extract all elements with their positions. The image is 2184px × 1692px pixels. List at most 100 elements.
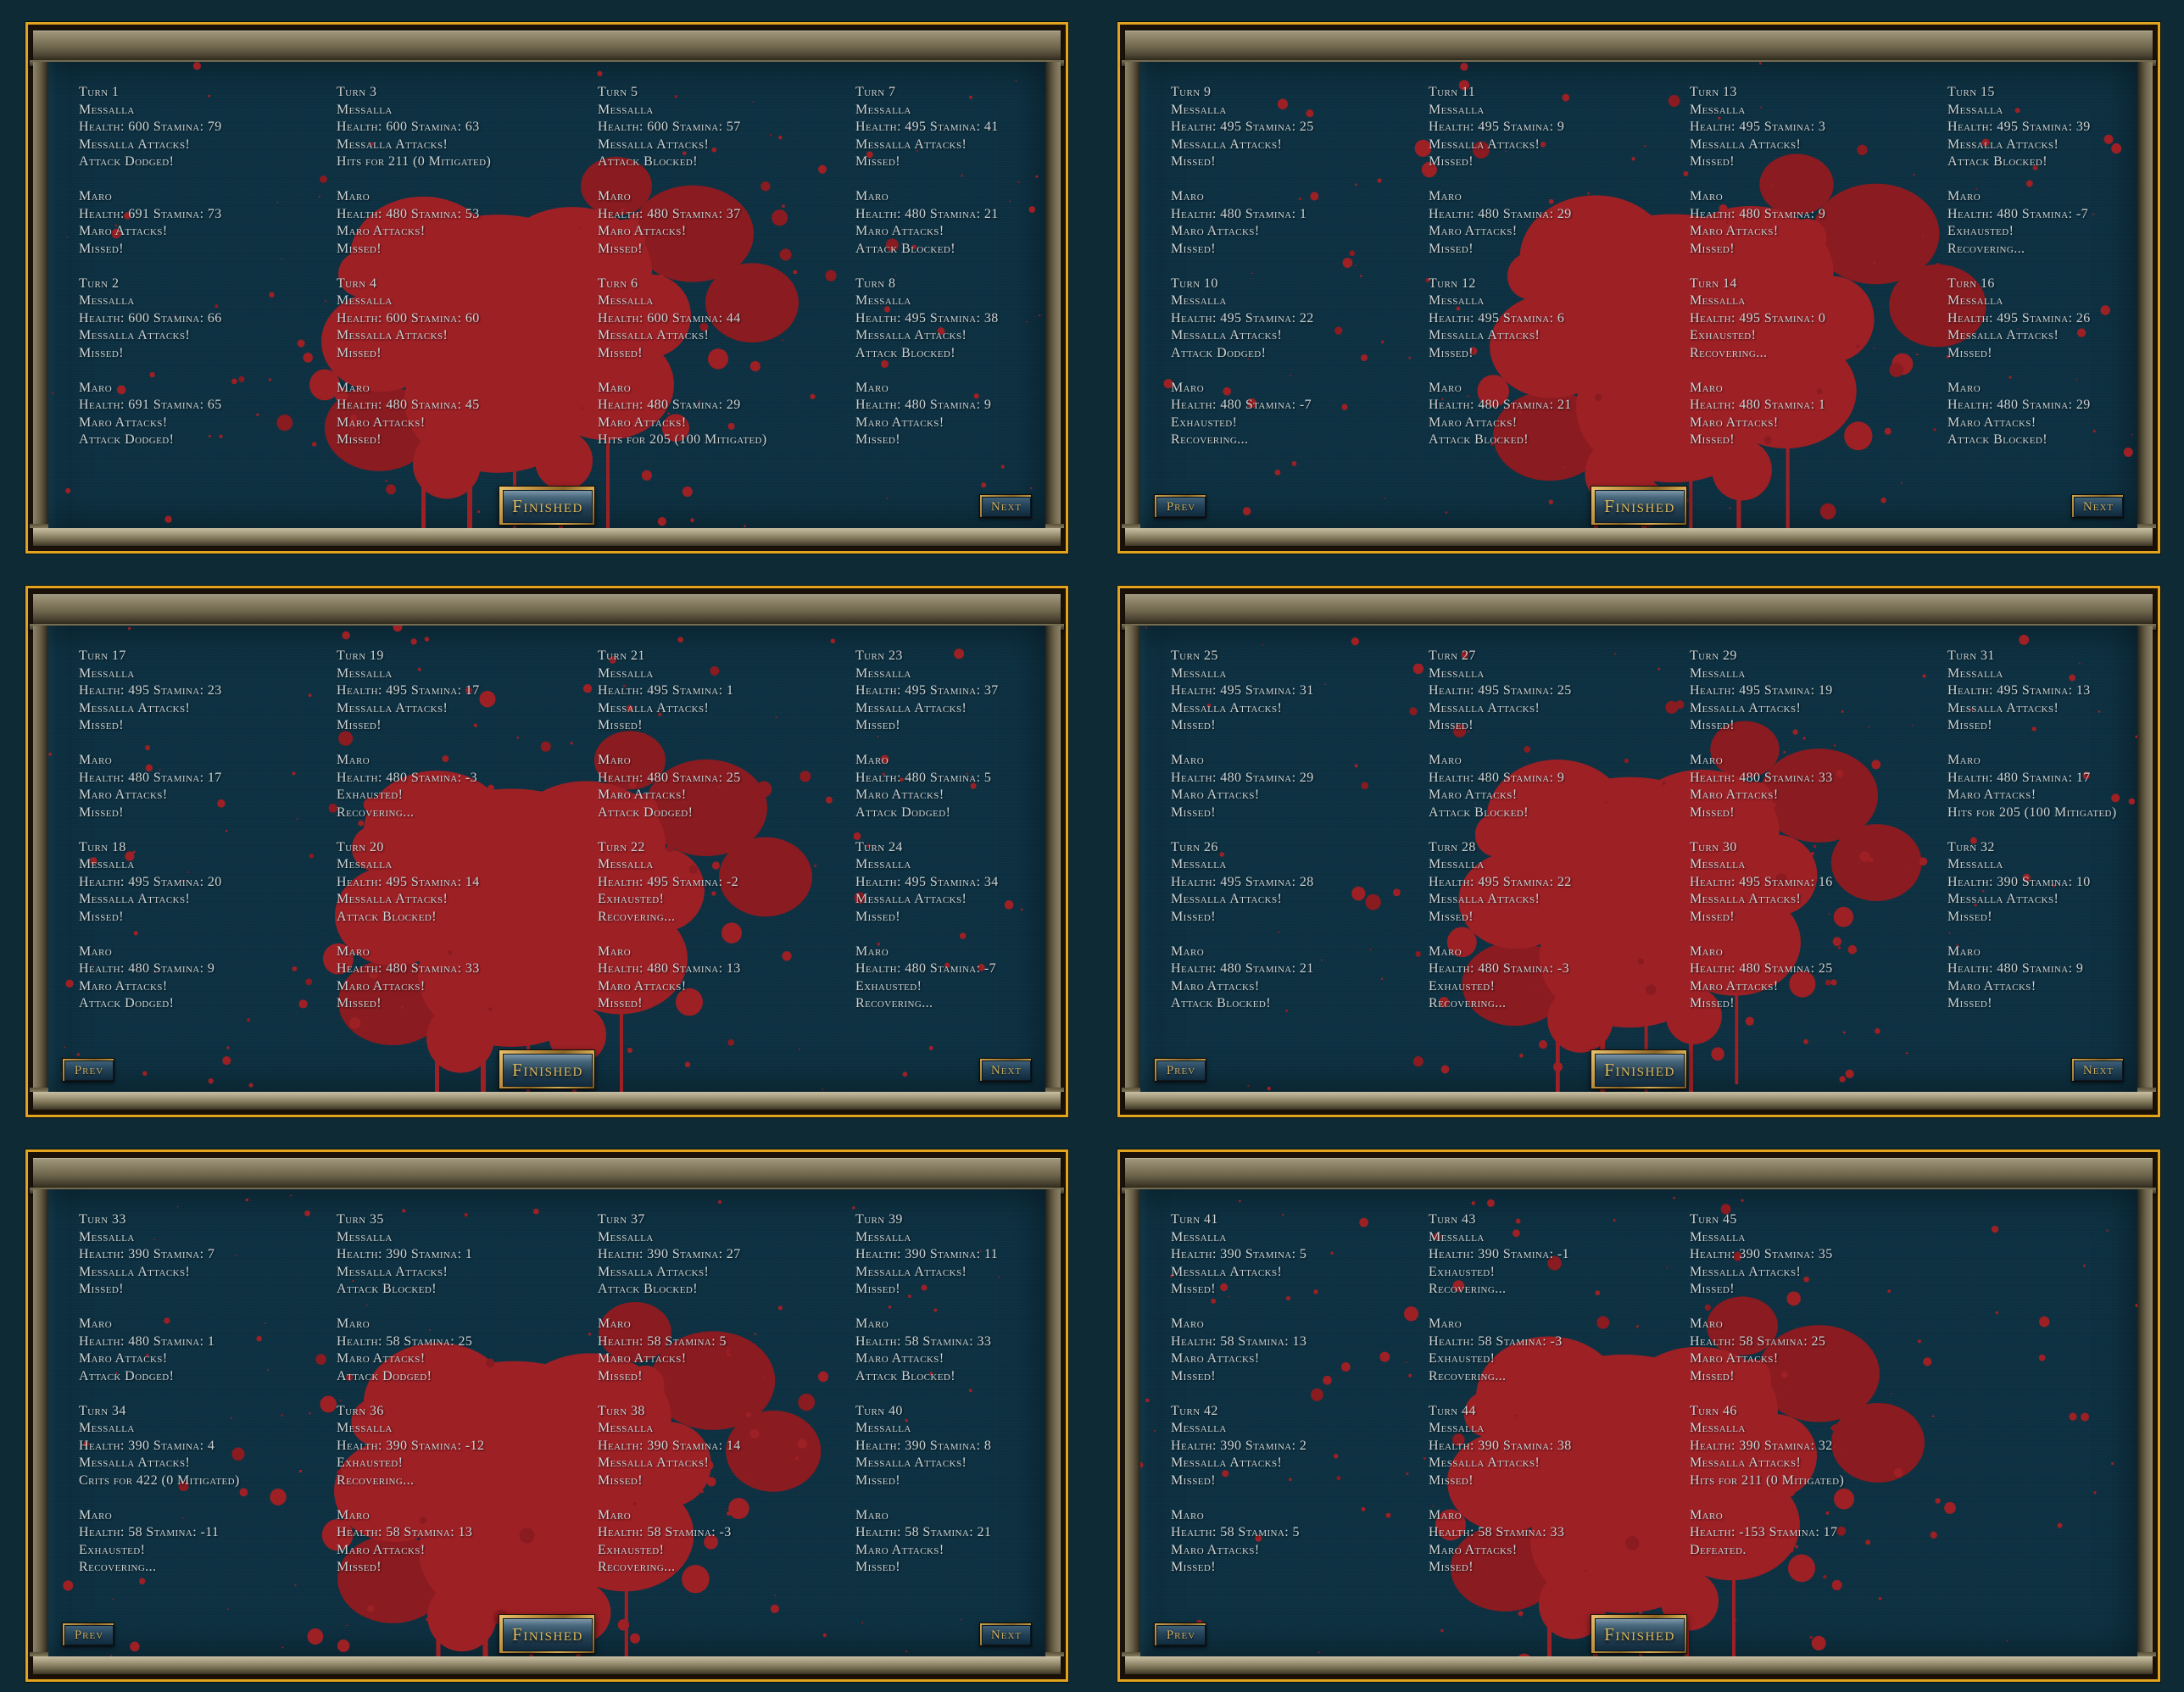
- log-column: Turn 17 Messalla Health: 495 Stamina: 23 Me…: [79, 648, 326, 1030]
- turn-entry: Turn 2 Messalla Health: 600 Stamina: 66 Mes…: [79, 276, 326, 449]
- next-button[interactable]: Next: [2071, 1058, 2124, 1082]
- fighter-result: Hits for 205 (100 Mitigated): [1947, 804, 2117, 820]
- fighter-stats: Health: 480 Stamina: 45: [337, 398, 480, 412]
- fighter-name: Maro: [79, 1507, 113, 1522]
- next-button-label: Next: [2074, 497, 2123, 517]
- fighter-name: Maro: [598, 1507, 632, 1522]
- fighter-stats: Health: 58 Stamina: -3: [598, 1525, 732, 1539]
- finished-button[interactable]: Finished: [499, 1049, 595, 1089]
- turn-title: Turn 3: [337, 85, 377, 99]
- fighter-result: Attack Blocked!: [1947, 154, 2048, 169]
- finished-button[interactable]: Finished: [1591, 1614, 1687, 1654]
- fighter-result: Recovering...: [598, 1560, 676, 1574]
- fighter-action: Exhausted!: [598, 892, 665, 906]
- fighter-name: Messalla: [598, 293, 654, 308]
- fighter-result: Missed!: [1429, 1560, 1474, 1574]
- fighter-stats: Health: 480 Stamina: 9: [79, 961, 215, 976]
- log-column: Turn 27 Messalla Health: 495 Stamina: 25 Me…: [1429, 648, 1676, 1030]
- panel-frame-top: [1122, 31, 2156, 66]
- log-column: Turn 45 Messalla Health: 390 Stamina: 35 Me…: [1690, 1211, 1937, 1577]
- turn-entry: Turn 18 Messalla Health: 495 Stamina: 20 Me…: [79, 839, 326, 1013]
- panel-cell: Turn 41 Messalla Health: 390 Stamina: 5 Mes…: [1092, 1127, 2184, 1692]
- fighter-result: Missed!: [337, 996, 382, 1010]
- fighter-name: Messalla: [1690, 293, 1746, 308]
- fighter-action: Messalla Attacks!: [79, 1264, 191, 1279]
- next-button[interactable]: Next: [979, 494, 1032, 518]
- next-button-label: Next: [982, 1625, 1031, 1645]
- fighter-stats: Health: 390 Stamina: 8: [855, 1438, 992, 1453]
- fighter-name: Messalla: [1429, 665, 1485, 681]
- fighter-result: Recovering...: [1690, 345, 1768, 360]
- fighter-stats: Health: 390 Stamina: 7: [79, 1247, 215, 1261]
- finished-button[interactable]: Finished: [1591, 486, 1687, 526]
- prev-button[interactable]: Prev: [1154, 1058, 1206, 1082]
- fighter-result: Missed!: [1690, 1368, 1735, 1383]
- fighter-result: Hits for 211 (0 Mitigated): [1690, 1472, 1845, 1488]
- turn-title: Turn 4: [337, 276, 377, 291]
- fighter-action: Messalla Attacks!: [1690, 700, 1802, 715]
- turn-title: Turn 31: [1947, 648, 1995, 663]
- fighter-action: Messalla Attacks!: [1429, 1455, 1540, 1470]
- fighter-stats: Health: 480 Stamina: 13: [598, 961, 741, 976]
- fighter-action: Maro Attacks!: [1171, 788, 1260, 802]
- fighter-result: Recovering...: [1429, 1368, 1507, 1383]
- next-button[interactable]: Next: [979, 1058, 1032, 1082]
- finished-button[interactable]: Finished: [499, 1614, 595, 1654]
- defender-block: Maro Health: 58 Stamina: 25 Maro Attacks! M…: [1690, 1316, 1937, 1385]
- turn-entry: Turn 7 Messalla Health: 495 Stamina: 41 Mes…: [855, 84, 1045, 258]
- fighter-name: Maro: [79, 189, 113, 203]
- fighter-stats: Health: 58 Stamina: -3: [1429, 1333, 1563, 1349]
- turn-title: Turn 30: [1690, 839, 1737, 854]
- fighter-action: Messalla Attacks!: [1171, 136, 1283, 152]
- turn-entry: Turn 38 Messalla Health: 390 Stamina: 14 Me…: [598, 1403, 845, 1577]
- turn-entry: Turn 4 Messalla Health: 600 Stamina: 60 Mes…: [337, 276, 584, 449]
- turn-title: Turn 8: [855, 276, 896, 291]
- fighter-stats: Health: 495 Stamina: 22: [1429, 874, 1572, 889]
- fighter-result: Attack Blocked!: [337, 909, 437, 924]
- fighter-name: Maro: [598, 189, 632, 203]
- turn-entry: Turn 16 Messalla Health: 495 Stamina: 26 Me…: [1947, 276, 2137, 449]
- fighter-stats: Health: 480 Stamina: 9: [1690, 206, 1826, 221]
- fighter-action: Messalla Attacks!: [1171, 892, 1283, 906]
- next-button[interactable]: Next: [2071, 494, 2124, 518]
- fighter-result: Missed!: [1171, 718, 1216, 732]
- fighter-result: Missed!: [79, 909, 124, 924]
- combat-log-panel: Turn 17 Messalla Health: 495 Stamina: 23 Me…: [25, 586, 1068, 1117]
- panel-frame-top: [1122, 594, 2156, 630]
- fighter-name: Maro: [79, 943, 113, 959]
- prev-button[interactable]: Prev: [1154, 1622, 1206, 1646]
- turn-entry: Turn 46 Messalla Health: 390 Stamina: 32 Me…: [1690, 1403, 1937, 1560]
- next-button[interactable]: Next: [979, 1622, 1032, 1646]
- fighter-name: Messalla: [1171, 857, 1227, 871]
- fighter-result: Recovering...: [337, 804, 415, 820]
- fighter-stats: Health: 495 Stamina: 39: [1947, 120, 2091, 134]
- finished-button[interactable]: Finished: [1591, 1049, 1687, 1089]
- panel-frame-left: [1125, 1189, 1140, 1656]
- turn-entry: Turn 1 Messalla Health: 600 Stamina: 79 Mes…: [79, 84, 326, 258]
- attacker-block: Messalla Health: 390 Stamina: 10 Messalla …: [1947, 856, 2137, 926]
- fighter-stats: Health: 390 Stamina: 27: [598, 1247, 741, 1261]
- fighter-result: Attack Blocked!: [598, 154, 698, 169]
- defender-block: Maro Health: 58 Stamina: 33 Maro Attacks! M…: [1429, 1507, 1676, 1577]
- fighter-stats: Health: 390 Stamina: 14: [598, 1438, 741, 1453]
- fighter-action: Messalla Attacks!: [337, 136, 448, 152]
- finished-button[interactable]: Finished: [499, 486, 595, 526]
- fighter-action: Defeated.: [1690, 1542, 1747, 1557]
- turn-title: Turn 46: [1690, 1403, 1737, 1418]
- prev-button[interactable]: Prev: [62, 1058, 114, 1082]
- attacker-block: Messalla Health: 495 Stamina: 25 Messalla …: [1171, 102, 1418, 171]
- fighter-action: Messalla Attacks!: [337, 1264, 448, 1279]
- prev-button[interactable]: Prev: [1154, 494, 1206, 518]
- fighter-stats: Health: 495 Stamina: 14: [337, 874, 480, 889]
- defender-block: Maro Health: 58 Stamina: -3 Exhausted! Reco…: [1429, 1316, 1676, 1385]
- combat-log-panel: Turn 1 Messalla Health: 600 Stamina: 79 Mes…: [25, 22, 1068, 554]
- prev-button[interactable]: Prev: [62, 1622, 114, 1646]
- turn-entry: Turn 15 Messalla Health: 495 Stamina: 39 Me…: [1947, 84, 2137, 258]
- fighter-stats: Health: 58 Stamina: 33: [1429, 1525, 1565, 1539]
- turn-entry: Turn 14 Messalla Health: 495 Stamina: 0 Exh…: [1690, 276, 1937, 449]
- fighter-stats: Health: 495 Stamina: 16: [1690, 874, 1833, 889]
- fighter-action: Messalla Attacks!: [1171, 700, 1283, 715]
- fighter-action: Messalla Attacks!: [1690, 892, 1802, 906]
- fighter-action: Exhausted!: [1429, 978, 1496, 993]
- defender-block: Maro Health: 480 Stamina: -3 Exhausted! Rec…: [337, 752, 584, 821]
